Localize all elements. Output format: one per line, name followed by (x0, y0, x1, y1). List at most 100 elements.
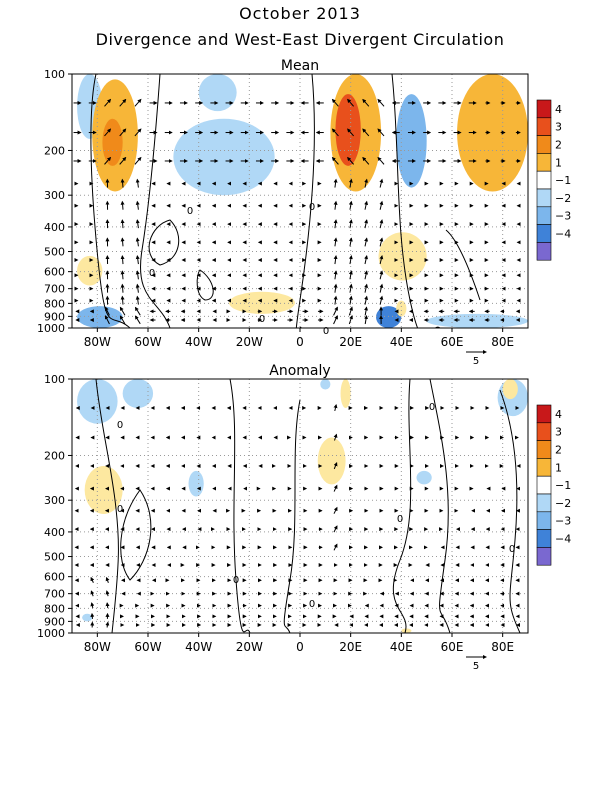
colorbar-cell (536, 458, 552, 477)
wind-vector (333, 219, 338, 229)
wind-vector (135, 219, 140, 229)
divergence-region (198, 74, 237, 112)
divergence-region (340, 379, 351, 408)
mean-panel: 0 0 0 0 0 Mean 80W 60W 40W 20W 0 20E 40E 60E 80E 100 200… (37, 58, 571, 367)
contour-label: 0 (429, 402, 435, 413)
wind-vector (362, 156, 370, 165)
divergence-region (502, 379, 518, 400)
x-tick-label: 80E (491, 640, 514, 654)
wind-vector (364, 270, 369, 280)
colorbar-label: −1 (555, 479, 571, 492)
wind-vector (120, 178, 125, 188)
wind-vector (120, 270, 125, 280)
wind-vector (331, 128, 339, 137)
colorbar-label: 3 (555, 426, 562, 439)
colorbar-label: −4 (555, 533, 571, 546)
wind-vector (364, 237, 369, 247)
x-tick-label: 80E (491, 335, 514, 349)
divergence-region (122, 379, 154, 408)
divergence-region (426, 313, 528, 328)
wind-vector (333, 506, 338, 514)
wind-vector (120, 200, 125, 210)
y-tick-label: 500 (44, 551, 65, 564)
wind-vector (379, 295, 384, 305)
colorbar-label: 4 (555, 103, 562, 116)
colorbar-cell (536, 99, 552, 119)
wind-vector (379, 219, 384, 229)
panel-title: Anomaly (269, 363, 330, 379)
contour-label: 0 (187, 206, 193, 217)
wind-vector (379, 178, 384, 188)
colorbar-cell (536, 135, 552, 154)
x-tick-label: 20E (339, 640, 362, 654)
contour-label: 0 (259, 314, 265, 325)
colorbar-cell (536, 224, 552, 243)
wind-vector (333, 283, 338, 293)
contour-line (229, 379, 251, 633)
wind-vector (135, 237, 140, 247)
wind-vector (348, 306, 353, 316)
wind-vector (379, 270, 384, 280)
contour-label: 0 (323, 326, 329, 337)
contour-line (499, 389, 521, 633)
y-tick-label: 700 (44, 588, 65, 601)
contour-line (445, 229, 481, 301)
colorbar-cell (536, 493, 552, 513)
colorbar-cell (536, 206, 552, 225)
contour-label: 0 (309, 599, 315, 610)
wind-vector (90, 602, 95, 609)
chart-subtitle: Divergence and West-East Divergent Circu… (95, 30, 505, 49)
colorbar-cell (536, 529, 552, 548)
y-tick-label: 400 (44, 526, 65, 539)
wind-vector (333, 433, 338, 441)
wind-vector (364, 295, 369, 305)
wind-vector (104, 128, 112, 137)
x-tick-label: 60E (441, 335, 464, 349)
contour-label: 0 (149, 268, 155, 279)
divergence-region (396, 300, 407, 317)
y-tick-label: 1000 (37, 627, 65, 640)
wind-vector (119, 128, 127, 137)
wind-vector (348, 270, 353, 280)
divergence-region (320, 379, 331, 390)
contour-line (392, 379, 412, 633)
contour-label: 0 (233, 575, 239, 586)
contour-line (295, 74, 315, 328)
wind-vector (347, 98, 355, 107)
wind-vector (333, 178, 338, 188)
y-tick-label: 800 (44, 297, 65, 310)
colorbar-cell (536, 188, 552, 208)
wind-vector (333, 270, 338, 280)
reference-vector-label: 5 (473, 661, 479, 672)
wind-vector (377, 156, 385, 165)
wind-vector (364, 178, 369, 188)
wind-vector (377, 98, 385, 107)
wind-vector (105, 315, 110, 325)
wind-vector (379, 237, 384, 247)
wind-vector (135, 295, 140, 305)
wind-vector (120, 219, 125, 229)
wind-vector (105, 306, 110, 316)
divergence-region (317, 437, 346, 485)
wind-vector (104, 98, 112, 107)
plot-frame (71, 378, 529, 634)
y-tick-label: 100 (44, 68, 65, 81)
wind-vector (105, 621, 110, 628)
y-tick-label: 900 (44, 615, 65, 628)
wind-vector (348, 295, 353, 305)
wind-vector (104, 156, 112, 165)
wind-vector (120, 295, 125, 305)
x-tick-label: 20W (236, 640, 263, 654)
wind-vector (347, 128, 355, 137)
divergence-region (173, 118, 275, 196)
y-tick-label: 800 (44, 602, 65, 615)
x-tick-label: 40W (185, 640, 212, 654)
colorbar-cell (536, 170, 552, 190)
wind-vector (135, 200, 140, 210)
divergence-region (77, 379, 118, 424)
colorbar-label: 1 (555, 461, 562, 474)
contour-line (283, 399, 301, 633)
x-tick-label: 80W (84, 335, 111, 349)
wind-vector (333, 295, 338, 305)
wind-vector (90, 576, 95, 583)
